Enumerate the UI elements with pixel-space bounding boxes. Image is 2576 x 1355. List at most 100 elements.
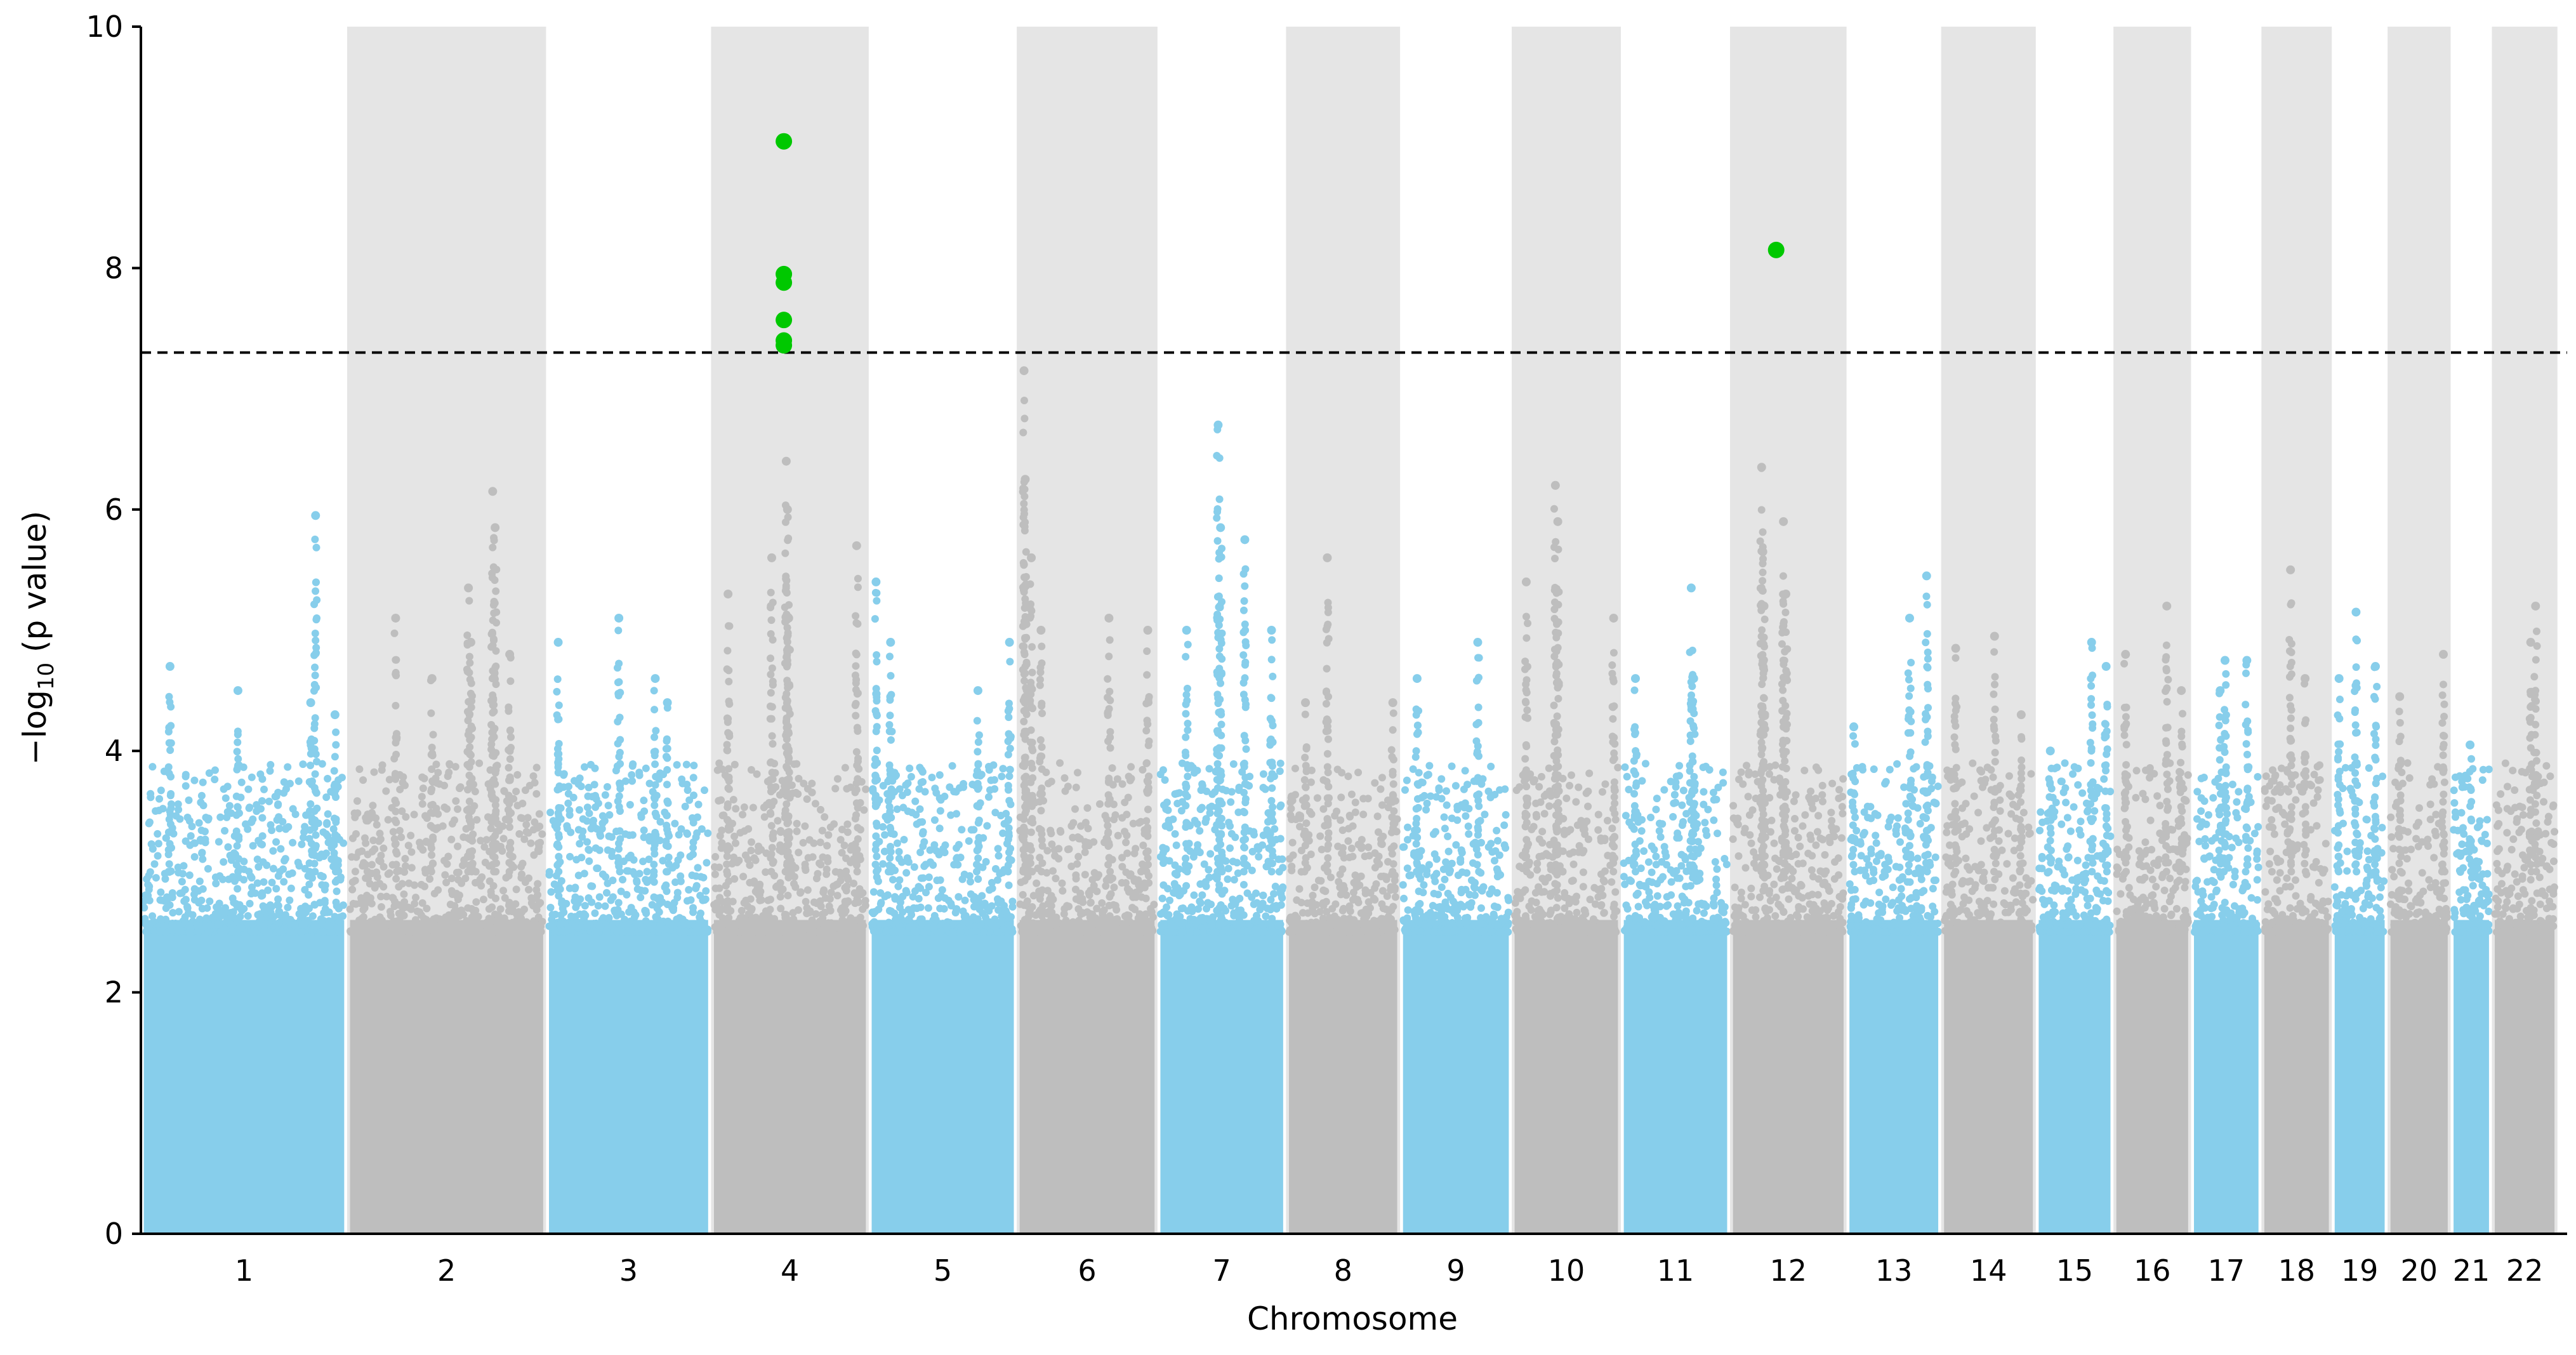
snp-body-chr18	[2264, 920, 2329, 1234]
peak-point-chr1-4	[330, 710, 340, 720]
x-tick-label-1: 1	[235, 1253, 253, 1288]
x-tick-label-22: 22	[2506, 1253, 2544, 1288]
snp-scatter-chr2	[346, 487, 546, 936]
peak-point-chr4-3	[783, 505, 792, 514]
snp-scatter-chr11	[1620, 583, 1731, 936]
x-tick-label-18: 18	[2278, 1253, 2315, 1288]
peak-point-chr16-1	[2162, 601, 2172, 611]
peak-point-chr7-4	[1267, 626, 1276, 635]
significant-point-3	[776, 312, 793, 329]
y-tick-label-2: 2	[105, 975, 123, 1010]
peak-point-chr14-1	[1990, 631, 1999, 641]
peak-point-chr2-4	[488, 487, 498, 496]
x-tick-label-16: 16	[2134, 1253, 2171, 1288]
x-tick-label-2: 2	[437, 1253, 456, 1288]
x-tick-label-9: 9	[1446, 1253, 1465, 1288]
snp-body-chr14	[1944, 920, 2033, 1234]
x-tick-label-4: 4	[781, 1253, 799, 1288]
significant-point-2	[776, 274, 793, 291]
snp-body-chr2	[350, 920, 543, 1234]
snp-body-chr15	[2038, 920, 2111, 1234]
peak-point-chr17-2	[2242, 656, 2252, 665]
snp-scatter-chr13	[1846, 571, 1942, 936]
peak-point-chr9-1	[1473, 638, 1483, 647]
snp-scatter-chr19	[2330, 607, 2388, 936]
peak-point-chr11-1	[1686, 583, 1696, 593]
peak-point-chr15-1	[2087, 638, 2096, 647]
y-axis-title-tail: (p value)	[17, 511, 53, 663]
peak-point-chr13-1	[1905, 613, 1914, 623]
peak-point-chr12-4	[1781, 589, 1790, 598]
peak-point-chr1-2	[306, 698, 315, 708]
snp-body-chr7	[1160, 920, 1283, 1234]
peak-point-chr9-0	[1412, 674, 1422, 684]
peak-point-chr7-2	[1216, 523, 1225, 532]
x-tick-label-13: 13	[1875, 1253, 1913, 1288]
snp-body-chr17	[2194, 920, 2259, 1234]
y-axis-title: −log10 (p value)	[17, 511, 59, 765]
snp-body-chr6	[1019, 920, 1155, 1234]
snp-scatter-chr20	[2386, 650, 2451, 936]
y-tick-label-8: 8	[105, 251, 123, 285]
peak-point-chr6-2	[1027, 553, 1036, 562]
peak-point-chr12-2	[1759, 601, 1769, 611]
snp-scatter-chr7	[1156, 420, 1287, 936]
peak-point-chr17-1	[2220, 656, 2229, 665]
y-tick-label-6: 6	[105, 492, 123, 527]
y-tick-labels: 0 2 4 6 8 10	[86, 10, 123, 1251]
peak-point-chr21-0	[2466, 740, 2475, 750]
x-tick-label-20: 20	[2401, 1253, 2438, 1288]
snp-scatter-chr21	[2450, 740, 2493, 936]
peak-point-chr15-0	[2045, 746, 2055, 756]
peak-point-chr3-3	[663, 698, 672, 708]
peak-point-chr1-0	[165, 662, 175, 671]
peak-point-chr13-2	[1922, 571, 1931, 581]
snp-scatter-chr17	[2191, 656, 2262, 936]
x-tick-label-19: 19	[2341, 1253, 2379, 1288]
snp-body-chr19	[2334, 920, 2385, 1234]
peak-point-chr3-2	[651, 674, 660, 684]
peak-point-chr16-0	[2121, 650, 2130, 659]
snp-scatter-chr10	[1511, 480, 1622, 936]
significant-point-5	[776, 337, 793, 354]
snp-body-chr20	[2390, 920, 2448, 1234]
peak-point-chr1-1	[233, 686, 242, 696]
snp-scatter-chr12	[1729, 463, 1847, 936]
peak-point-chr4-5	[852, 541, 861, 550]
peak-point-chr6-0	[1019, 366, 1029, 376]
snp-scatter-chr18	[2261, 565, 2332, 936]
peak-point-chr2-6	[505, 650, 515, 659]
peak-point-chr18-0	[2286, 565, 2295, 574]
peak-point-chr4-4	[784, 613, 793, 623]
peak-point-chr12-1	[1758, 547, 1767, 557]
peak-point-chr2-5	[491, 523, 500, 532]
peak-point-chr4-2	[781, 456, 791, 466]
peak-point-chr16-2	[2177, 686, 2186, 696]
snp-scatter-chr5	[868, 577, 1017, 936]
y-axis-title-subscript: 10	[34, 663, 59, 690]
snp-body-chr5	[871, 920, 1014, 1234]
snp-body-chr12	[1733, 920, 1844, 1234]
peak-point-chr5-0	[871, 577, 881, 586]
snp-body-chr16	[2116, 920, 2188, 1234]
x-tick-label-3: 3	[619, 1253, 638, 1288]
peak-point-chr12-3	[1779, 517, 1788, 526]
x-tick-label-12: 12	[1770, 1253, 1807, 1288]
snp-body-chr9	[1403, 920, 1509, 1234]
snp-scatter-chr8	[1285, 553, 1401, 936]
peak-point-chr5-3	[1005, 638, 1014, 647]
x-tick-label-10: 10	[1548, 1253, 1585, 1288]
peak-point-chr2-0	[391, 613, 400, 623]
y-axis-title-main: −log	[17, 690, 53, 765]
peak-point-chr17-0	[2216, 686, 2225, 696]
peak-point-chr11-2	[1689, 674, 1698, 684]
peak-point-chr19-2	[2370, 662, 2380, 671]
snp-scatter-chr16	[2113, 601, 2192, 936]
peak-point-chr6-5	[1143, 626, 1153, 635]
significant-point-6	[1767, 241, 1785, 258]
snp-body-chr10	[1514, 920, 1618, 1234]
peak-point-chr7-1	[1213, 420, 1223, 430]
peak-point-chr8-1	[1323, 553, 1332, 562]
peak-point-chr20-0	[2395, 692, 2405, 701]
peak-point-chr3-0	[553, 638, 563, 647]
